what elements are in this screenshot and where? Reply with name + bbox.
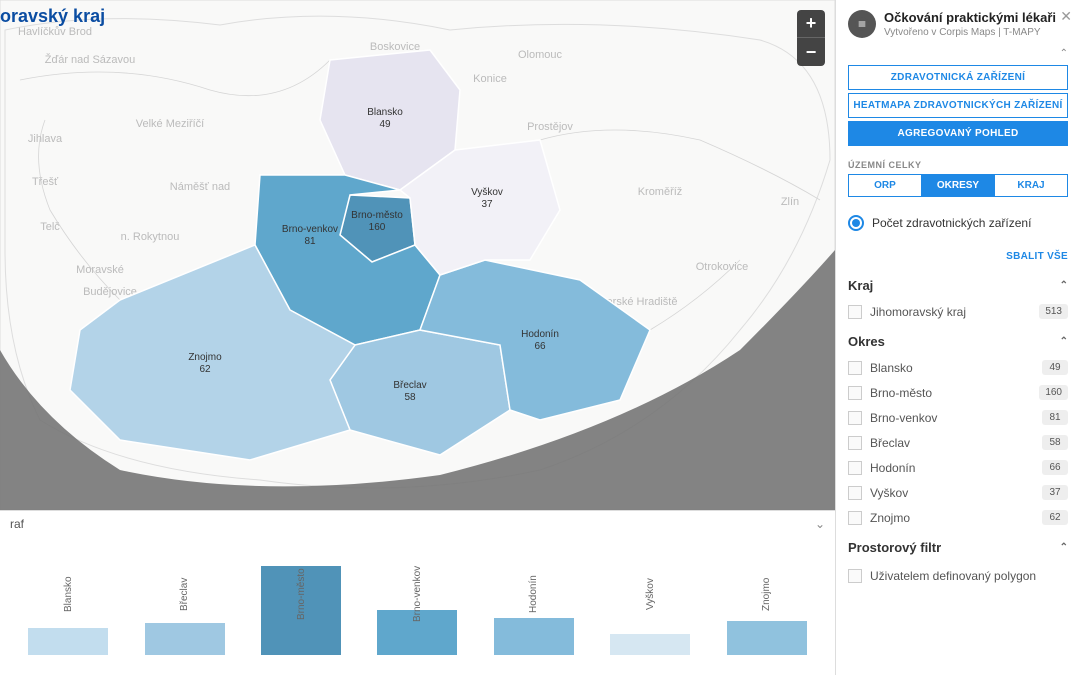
view-button[interactable]: ZDRAVOTNICKÁ ZAŘÍZENÍ — [848, 65, 1068, 90]
list-item[interactable]: Brno-město 160 — [836, 380, 1080, 405]
sidebar-subtitle: Vytvořeno v Corpis Maps | T-MAPY — [884, 27, 1056, 38]
chart-body: Blansko Břeclav Brno-město Brno-venkov Hodon… — [0, 537, 835, 675]
item-label: Brno-město — [870, 386, 1031, 400]
item-badge: 160 — [1039, 385, 1068, 400]
bar-label: Brno-venkov — [412, 537, 423, 651]
segment-button[interactable]: ORP — [849, 175, 921, 196]
chart-title: raf — [10, 517, 24, 531]
map-svg: JihlavaOlomoucZlínHavlíčkův BrodŽďár nad… — [0, 0, 835, 510]
item-label: Vyškov — [870, 486, 1034, 500]
collapse-toggle[interactable]: ⌃ — [836, 46, 1080, 61]
list-item[interactable]: Vyškov 37 — [836, 480, 1080, 505]
bar-label: Břeclav — [179, 537, 190, 651]
metric-label: Počet zdravotnických zařízení — [872, 216, 1031, 230]
checkbox-icon[interactable] — [848, 436, 862, 450]
sidebar-header: Očkování praktickými lékaři Vytvořeno v … — [836, 0, 1080, 46]
list-item[interactable]: Brno-venkov 81 — [836, 405, 1080, 430]
view-buttons: ZDRAVOTNICKÁ ZAŘÍZENÍ HEATMAPA ZDRAVOTNIC… — [836, 61, 1080, 154]
item-label: Břeclav — [870, 436, 1034, 450]
item-label: Znojmo — [870, 511, 1034, 525]
checkbox-icon[interactable] — [848, 386, 862, 400]
bar-label: Blansko — [63, 537, 74, 651]
item-badge: 62 — [1042, 510, 1068, 525]
item-badge: 81 — [1042, 410, 1068, 425]
bar-item[interactable]: Brno-město — [256, 537, 346, 655]
segment-button[interactable]: KRAJ — [994, 175, 1067, 196]
segment-buttons: ORPOKRESYKRAJ — [848, 174, 1068, 197]
group-title: Kraj — [848, 278, 873, 293]
chart-header[interactable]: raf ⌄ — [0, 511, 835, 537]
bar-item[interactable]: Vyškov — [605, 537, 695, 655]
chevron-up-icon: ⌃ — [1060, 280, 1068, 291]
zoom-out-button[interactable]: − — [797, 38, 825, 66]
radio-icon — [848, 215, 864, 231]
bar-label: Hodonín — [528, 537, 539, 651]
item-label: Jihomoravský kraj — [870, 305, 1031, 319]
zoom-controls: + − — [797, 10, 825, 66]
layers-icon — [848, 10, 876, 38]
close-icon[interactable]: ✕ — [1060, 8, 1072, 25]
item-badge: 66 — [1042, 460, 1068, 475]
bar-item[interactable]: Hodonín — [489, 537, 579, 655]
list-item[interactable]: Břeclav 58 — [836, 430, 1080, 455]
collapse-all-button[interactable]: SBALIT VŠE — [836, 245, 1080, 268]
checkbox-icon[interactable] — [848, 461, 862, 475]
units-label: ÚZEMNÍ CELKY — [836, 154, 1080, 174]
sidebar: Očkování praktickými lékaři Vytvořeno v … — [835, 0, 1080, 675]
item-badge: 58 — [1042, 435, 1068, 450]
checkbox-icon[interactable] — [848, 411, 862, 425]
bar-item[interactable]: Brno-venkov — [372, 537, 462, 655]
spatial-filter-title: Prostorový filtr — [848, 540, 941, 555]
list-item[interactable]: Blansko 49 — [836, 355, 1080, 380]
chevron-up-icon: ⌃ — [1060, 542, 1068, 553]
item-badge: 37 — [1042, 485, 1068, 500]
chevron-up-icon: ⌃ — [1060, 336, 1068, 347]
chevron-down-icon: ⌄ — [815, 517, 825, 531]
segment-button[interactable]: OKRESY — [921, 175, 994, 196]
filter-groups: Kraj ⌃ Jihomoravský kraj 513 Okres ⌃ Blansko 49… — [836, 268, 1080, 530]
spatial-filter-header[interactable]: Prostorový filtr ⌃ — [836, 530, 1080, 561]
item-badge: 49 — [1042, 360, 1068, 375]
map-container[interactable]: oravský kraj + − JihlavaOlomoucZlínHavlí… — [0, 0, 835, 510]
checkbox-icon[interactable] — [848, 511, 862, 525]
metric-radio[interactable]: Počet zdravotnických zařízení — [836, 207, 1080, 245]
checkbox-icon[interactable] — [848, 569, 862, 583]
checkbox-icon[interactable] — [848, 305, 862, 319]
zoom-in-button[interactable]: + — [797, 10, 825, 38]
chart-section: raf ⌄ Blansko Břeclav Brno-město Brno-venko… — [0, 510, 835, 675]
bar-label: Vyškov — [645, 537, 656, 651]
view-button[interactable]: AGREGOVANÝ POHLED — [848, 121, 1068, 146]
bar-label: Brno-město — [296, 537, 307, 651]
bar-label: Znojmo — [761, 537, 772, 651]
list-item[interactable]: Znojmo 62 — [836, 505, 1080, 530]
group-title: Okres — [848, 334, 885, 349]
spatial-filter-option[interactable]: Uživatelem definovaný polygon — [836, 561, 1080, 591]
group-header[interactable]: Okres ⌃ — [836, 324, 1080, 355]
spatial-option-label: Uživatelem definovaný polygon — [870, 569, 1068, 583]
item-badge: 513 — [1039, 304, 1068, 319]
bar-item[interactable]: Břeclav — [140, 537, 230, 655]
logo: oravský kraj — [0, 6, 105, 27]
view-button[interactable]: HEATMAPA ZDRAVOTNICKÝCH ZAŘÍZENÍ — [848, 93, 1068, 118]
bar-item[interactable]: Blansko — [23, 537, 113, 655]
item-label: Hodonín — [870, 461, 1034, 475]
list-item[interactable]: Hodonín 66 — [836, 455, 1080, 480]
checkbox-icon[interactable] — [848, 486, 862, 500]
group-header[interactable]: Kraj ⌃ — [836, 268, 1080, 299]
checkbox-icon[interactable] — [848, 361, 862, 375]
item-label: Blansko — [870, 361, 1034, 375]
bar-item[interactable]: Znojmo — [722, 537, 812, 655]
list-item[interactable]: Jihomoravský kraj 513 — [836, 299, 1080, 324]
main-area: oravský kraj + − JihlavaOlomoucZlínHavlí… — [0, 0, 835, 675]
item-label: Brno-venkov — [870, 411, 1034, 425]
sidebar-title: Očkování praktickými lékaři — [884, 10, 1056, 25]
